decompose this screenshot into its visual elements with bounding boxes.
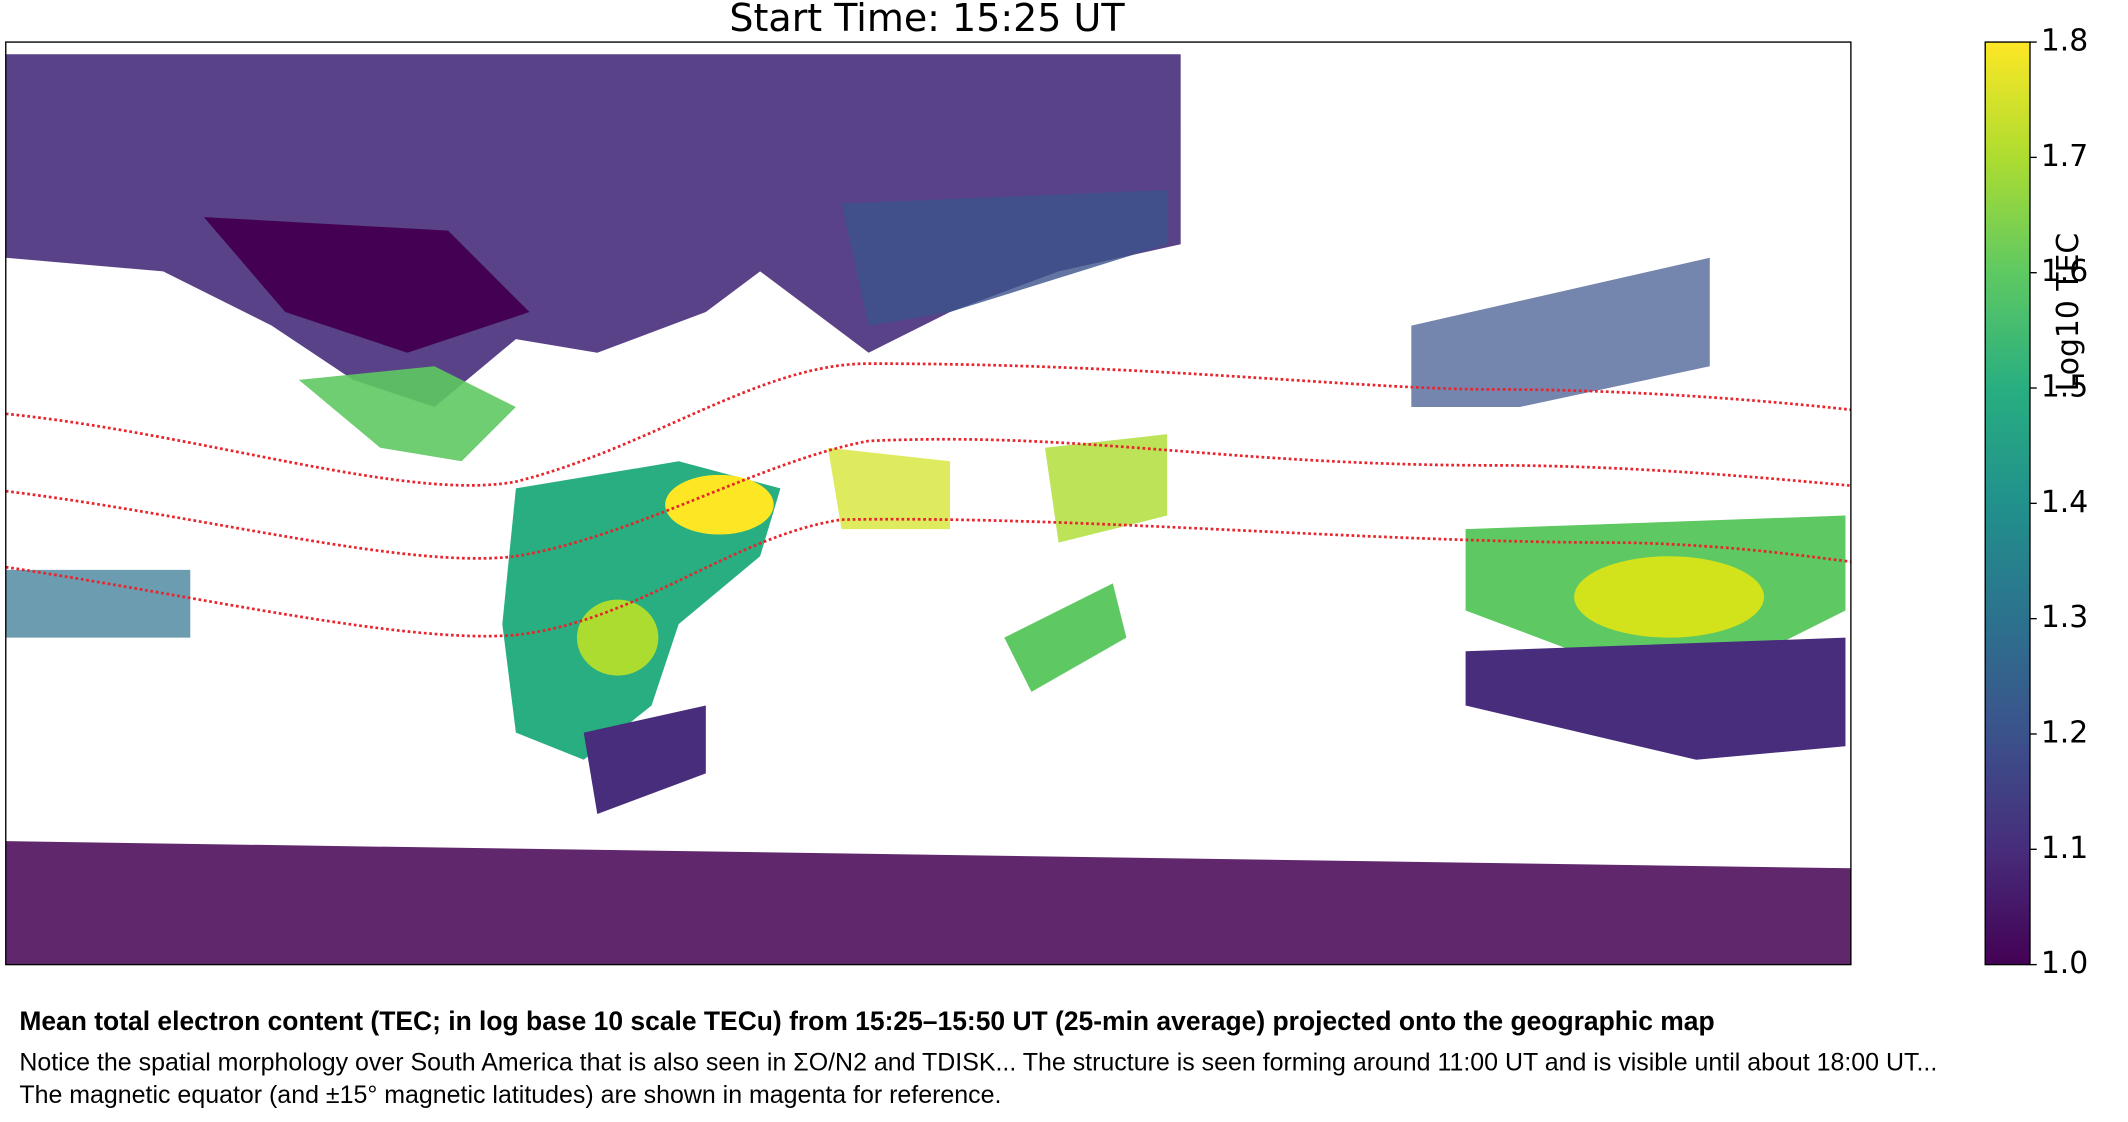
caption-line: The magnetic equator (and ±15° magnetic …: [19, 1081, 1001, 1109]
colorbar-tick-label: 1.5: [2041, 370, 2088, 405]
map-title: Start Time: 15:25 UT: [729, 0, 1125, 40]
caption-line: Notice the spatial morphology over South…: [19, 1048, 1937, 1076]
colorbar-tick-label: 1.7: [2041, 139, 2088, 174]
colorbar-tick-label: 1.1: [2041, 831, 2088, 866]
colorbar-label: Log10 TEC: [2051, 233, 2086, 392]
magnetic-equator: [5, 362, 1851, 638]
caption-heading: Mean total electron content (TEC; in log…: [19, 1006, 1714, 1036]
colorbar-tick-label: 1.3: [2041, 600, 2088, 635]
colorbar-tick-label: 1.0: [2041, 946, 2088, 981]
colorbar-tick-label: 1.6: [2041, 254, 2088, 289]
tec-field: [5, 54, 1851, 965]
colorbar-tick-label: 1.2: [2041, 715, 2088, 750]
colorbar: [1984, 41, 2031, 966]
colorbar-tick-label: 1.4: [2041, 485, 2088, 520]
colorbar-tick-label: 1.8: [2041, 24, 2088, 59]
map-frame: [5, 41, 1852, 966]
